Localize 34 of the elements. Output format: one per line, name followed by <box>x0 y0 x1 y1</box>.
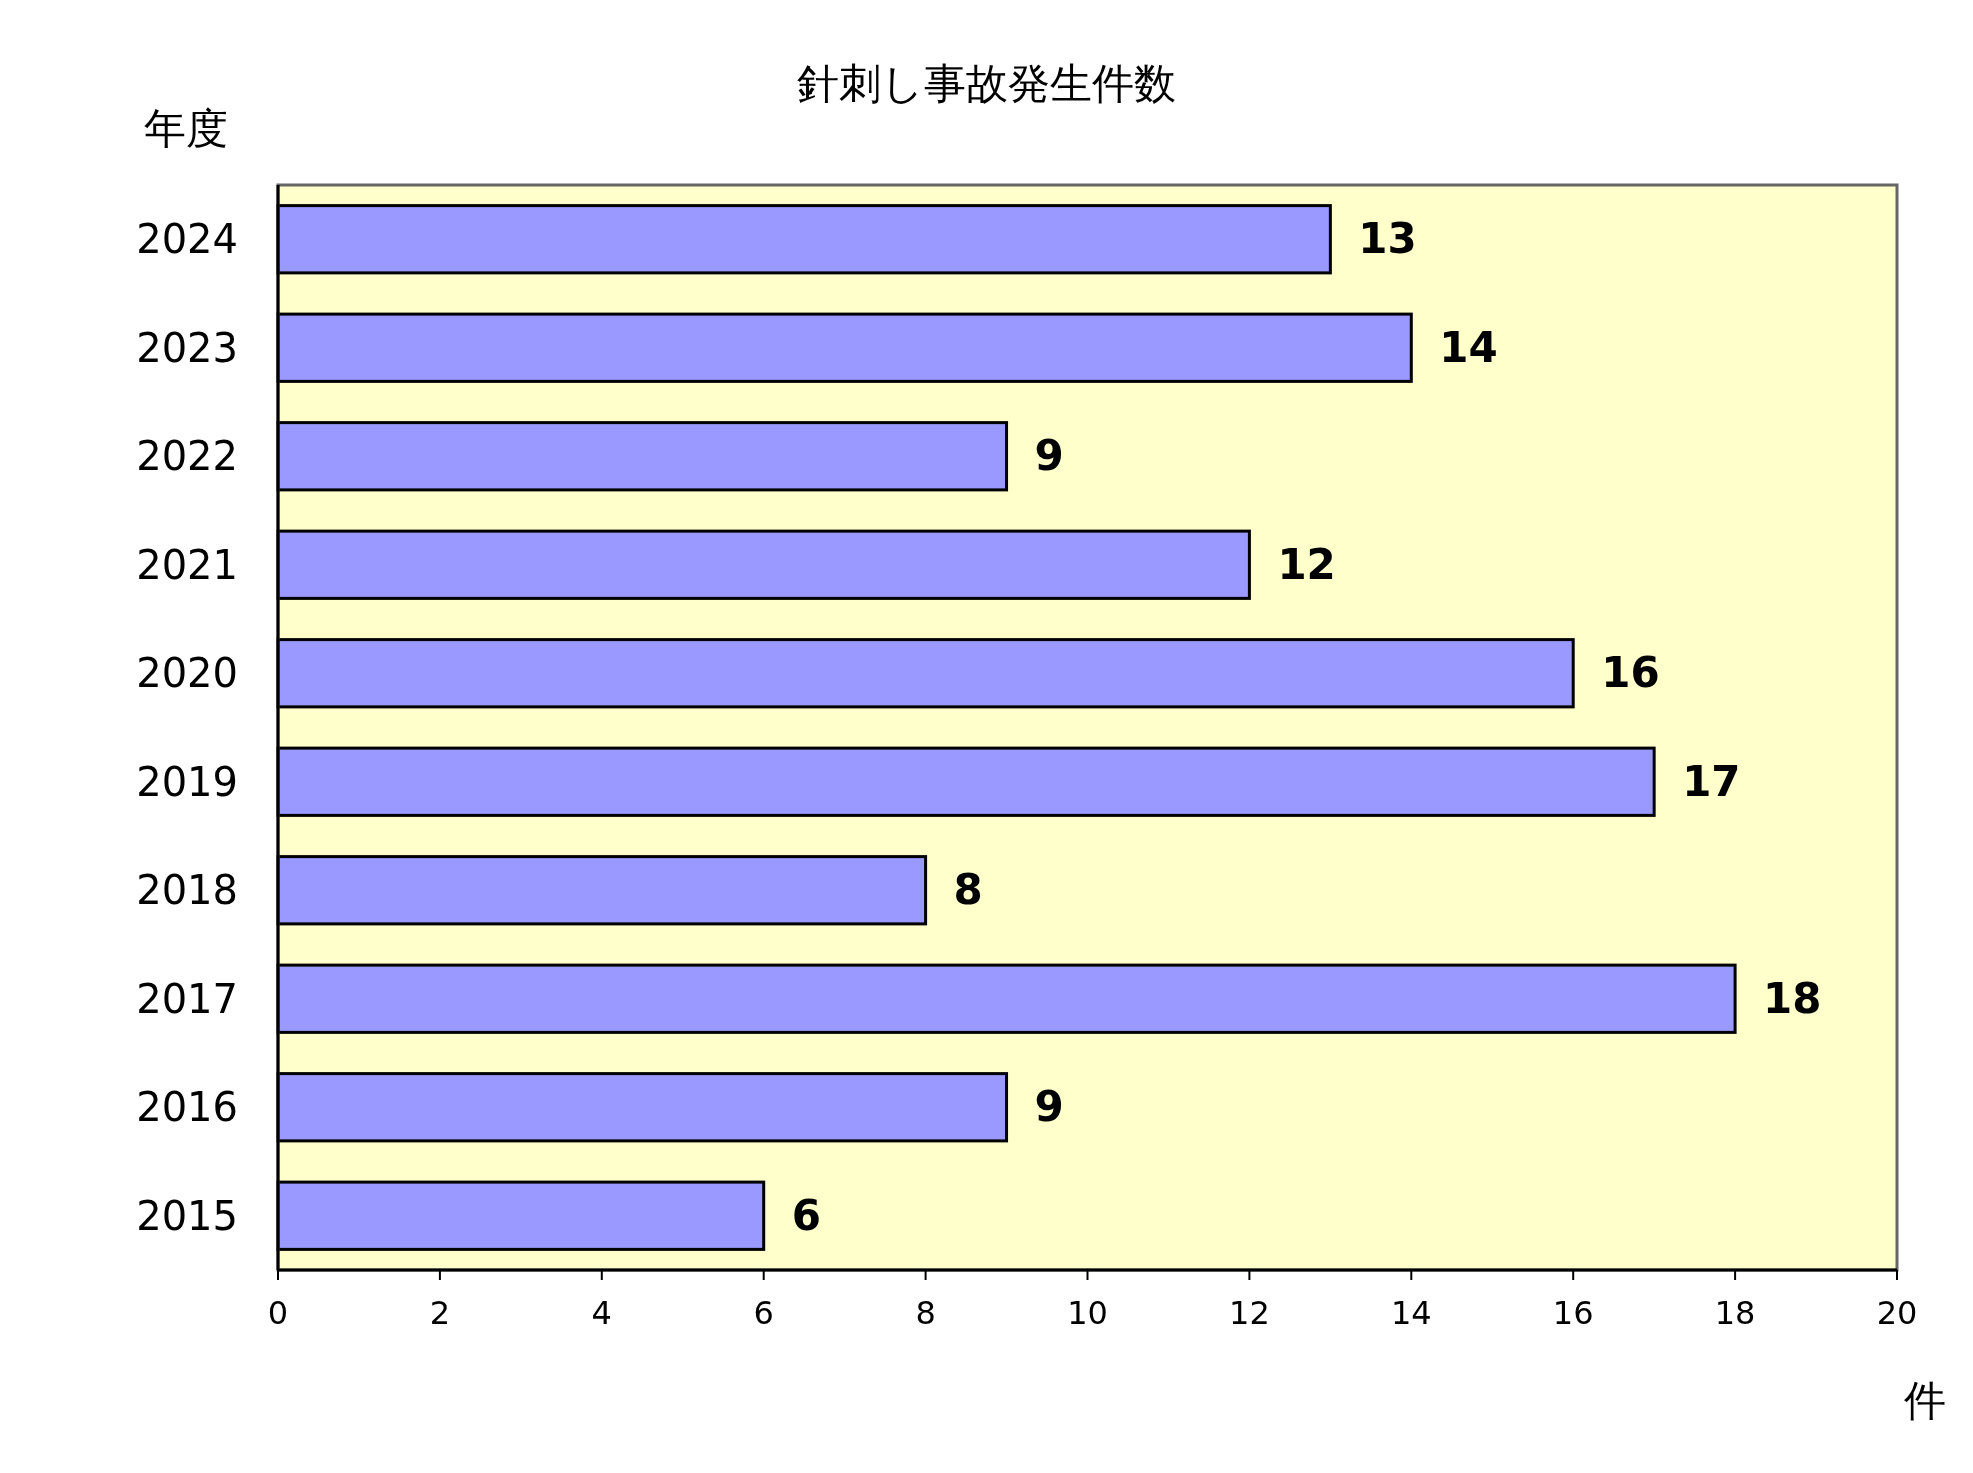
x-tick-label: 0 <box>267 1294 289 1332</box>
x-tick-label: 2 <box>429 1294 451 1332</box>
x-tick-label: 4 <box>591 1294 612 1332</box>
y-tick-label: 2022 <box>136 433 238 480</box>
y-tick-label: 2017 <box>136 975 238 1022</box>
data-label: 16 <box>1601 648 1660 698</box>
y-tick-label: 2016 <box>136 1084 238 1131</box>
y-tick-label: 2023 <box>136 324 238 371</box>
y-axis-title: 年度 <box>144 104 228 153</box>
y-tick-label: 2015 <box>136 1192 238 1239</box>
x-tick-label: 18 <box>1714 1294 1756 1332</box>
data-label: 9 <box>1034 431 1064 481</box>
y-tick-label: 2024 <box>136 216 238 263</box>
data-label: 9 <box>1034 1082 1064 1132</box>
x-tick-label: 6 <box>753 1294 774 1332</box>
y-tick-label: 2019 <box>136 758 238 805</box>
x-axis-title: 件 <box>1904 1376 1946 1425</box>
x-tick-label: 20 <box>1876 1294 1918 1332</box>
x-tick-label: 10 <box>1067 1294 1108 1332</box>
x-tick-label: 16 <box>1552 1294 1594 1332</box>
x-tick-label: 12 <box>1229 1294 1270 1332</box>
data-label: 14 <box>1439 322 1498 372</box>
data-label: 18 <box>1763 973 1822 1023</box>
x-tick-label: 8 <box>915 1294 936 1332</box>
data-label: 17 <box>1682 756 1741 806</box>
y-tick-label: 2021 <box>136 541 238 588</box>
data-label: 8 <box>953 865 983 915</box>
chart-title: 針刺し事故発生件数 <box>796 59 1176 108</box>
x-tick-label: 14 <box>1390 1294 1432 1332</box>
y-tick-label: 2018 <box>136 867 238 914</box>
y-tick-label: 2020 <box>136 650 238 697</box>
data-label: 12 <box>1277 539 1336 589</box>
data-label: 13 <box>1358 214 1417 264</box>
data-label: 6 <box>791 1190 821 1240</box>
